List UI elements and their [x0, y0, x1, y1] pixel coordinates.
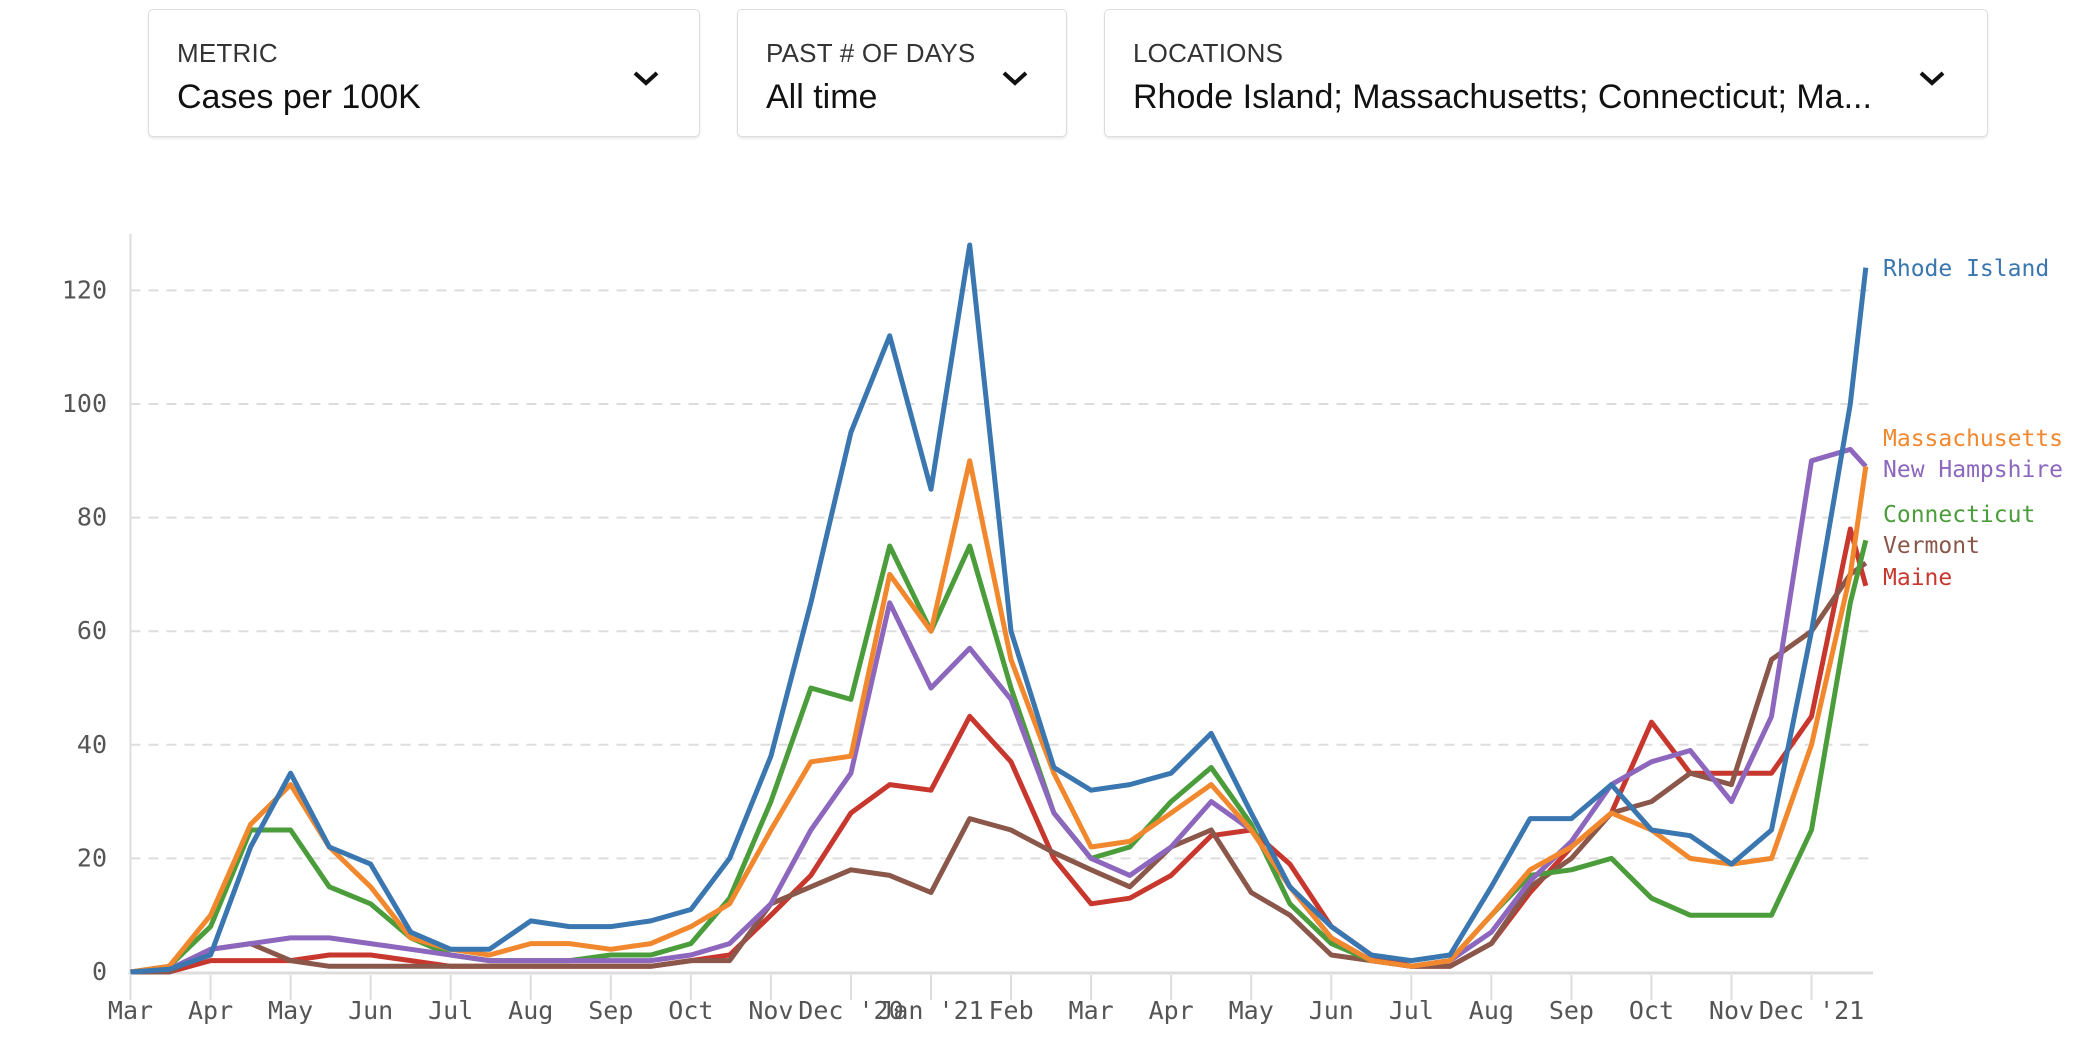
x-tick-label: Jul: [428, 996, 473, 1025]
x-tick-label: Aug: [1469, 996, 1514, 1025]
x-tick-label: Aug: [508, 996, 553, 1025]
x-tick-label: Jul: [1389, 996, 1434, 1025]
series-line-rhode-island: [130, 242, 1869, 975]
x-tick-label: Sep: [588, 996, 633, 1025]
y-tick-label: 40: [77, 730, 107, 759]
x-tick-label: Apr: [1149, 996, 1194, 1025]
days-select[interactable]: PAST # OF DAYS All time: [737, 9, 1067, 137]
series-label: Vermont: [1883, 533, 1980, 559]
x-tick-label: Oct: [1629, 996, 1674, 1025]
x-tick-label: Sep: [1549, 996, 1594, 1025]
series-label: Connecticut: [1883, 502, 2035, 528]
x-tick-label: May: [268, 996, 313, 1025]
x-tick-label: Nov: [1709, 996, 1754, 1025]
x-tick-label: Mar: [1069, 996, 1114, 1025]
y-tick-label: 80: [77, 503, 107, 532]
x-tick-label: Apr: [188, 996, 233, 1025]
series-label: Rhode Island: [1883, 256, 2049, 282]
x-tick-label: Feb: [988, 996, 1033, 1025]
series-label: Massachusetts: [1883, 426, 2063, 452]
metric-label: METRIC: [177, 38, 278, 68]
y-tick-label: 120: [62, 275, 107, 304]
metric-select[interactable]: METRIC Cases per 100K: [148, 9, 700, 137]
locations-label: LOCATIONS: [1133, 38, 1284, 68]
x-tick-label: Jun: [348, 996, 393, 1025]
x-tick-label: Dec '21: [1759, 996, 1864, 1025]
locations-select[interactable]: LOCATIONS Rhode Island; Massachusetts; C…: [1104, 9, 1988, 137]
series-line-vermont: [130, 560, 1868, 975]
x-tick-label: Mar: [108, 996, 153, 1025]
x-tick-label: Nov: [748, 996, 793, 1025]
series-label: New Hampshire: [1883, 457, 2063, 483]
series-line-massachusetts: [130, 458, 1869, 975]
x-tick-label: Dec '20: [798, 996, 903, 1025]
chevron-down-icon: [633, 71, 659, 86]
y-tick-label: 20: [77, 843, 107, 872]
y-tick-label: 0: [92, 957, 107, 986]
chevron-down-icon: [1002, 71, 1028, 86]
y-tick-label: 100: [62, 389, 107, 418]
chevron-down-icon: [1919, 71, 1945, 86]
x-tick-label: May: [1229, 996, 1274, 1025]
days-label: PAST # OF DAYS: [766, 38, 976, 68]
x-tick-label: Jun: [1309, 996, 1354, 1025]
series-label: Maine: [1883, 565, 1952, 591]
series-line-new-hampshire: [130, 446, 1868, 975]
x-tick-label: Oct: [668, 996, 713, 1025]
y-tick-label: 60: [77, 616, 107, 645]
x-tick-label: Jan '21: [878, 996, 983, 1025]
